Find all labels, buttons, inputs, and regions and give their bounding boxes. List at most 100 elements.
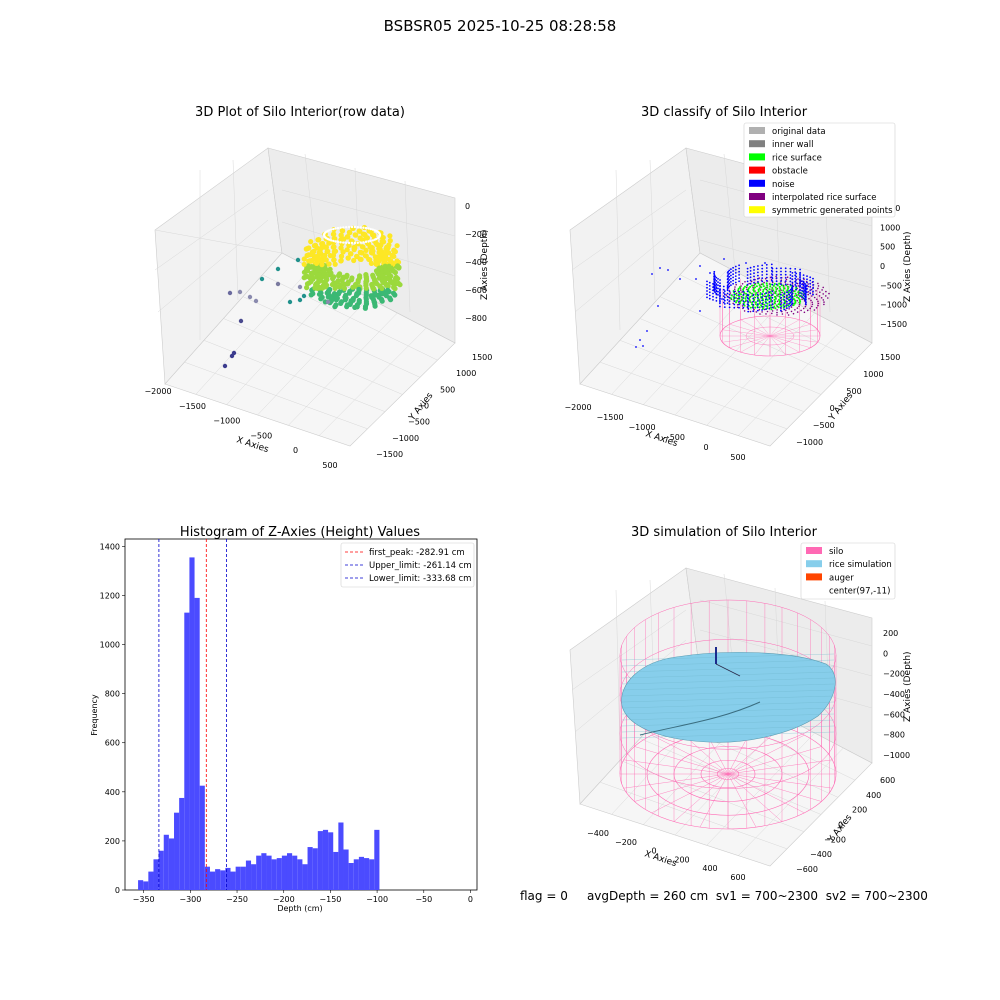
noise-point <box>794 284 797 286</box>
raw-point <box>353 241 357 245</box>
noise-point <box>699 265 701 267</box>
tick-label: 200 <box>852 806 867 815</box>
silo-wall <box>740 319 771 337</box>
status-line: flag = 0 avgDepth = 260 cm sv1 = 700~230… <box>520 889 928 903</box>
histogram-bar <box>153 859 159 890</box>
histogram-bar <box>286 853 293 890</box>
noise-point <box>799 271 801 274</box>
noise-point <box>727 270 730 273</box>
y-tick-label: 1200 <box>100 591 120 600</box>
grid-line <box>659 296 839 378</box>
noise-point <box>738 303 740 306</box>
noise-point <box>765 267 768 269</box>
tick-label: 0 <box>830 404 835 413</box>
noise-point <box>726 289 729 292</box>
noise-point <box>799 291 801 294</box>
noise-point <box>746 293 749 296</box>
raw-point <box>352 304 358 310</box>
histogram-bar <box>358 856 365 890</box>
noise-point <box>659 267 661 269</box>
silo-floor-spoke <box>634 773 729 802</box>
rice-surface-point <box>770 308 773 311</box>
rice-surface-point <box>758 284 761 287</box>
tick-label: 500 <box>322 461 337 470</box>
raw-point <box>373 238 376 241</box>
histogram-bar <box>148 871 154 890</box>
raw-point <box>336 226 340 230</box>
raw-point <box>347 288 353 294</box>
noise-point <box>738 274 740 276</box>
interp-point <box>773 292 775 294</box>
noise-point <box>738 280 740 283</box>
interp-point <box>802 307 805 310</box>
raw-point <box>391 284 397 290</box>
noise-point <box>749 270 752 272</box>
tick-label: −2000 <box>564 403 591 412</box>
legend-swatch <box>749 206 765 214</box>
noise-point <box>749 279 752 282</box>
raw-point <box>247 294 253 300</box>
noise-point <box>726 295 729 298</box>
noise-point <box>775 280 778 283</box>
noise-point <box>722 292 725 294</box>
rice-surface-point <box>793 290 796 293</box>
noise-point <box>790 300 793 302</box>
simulation-3d-zlabel: Z Axies (Depth) <box>903 651 913 722</box>
noise-point <box>799 282 801 285</box>
noise-point <box>728 303 731 306</box>
raw-point <box>347 241 351 245</box>
rice-surface-point <box>758 302 761 305</box>
rice-surface-point <box>799 300 802 303</box>
interp-point <box>807 291 810 293</box>
noise-point <box>712 299 714 301</box>
noise-point <box>795 275 798 278</box>
noise-point <box>789 274 792 276</box>
raw-point <box>287 299 293 305</box>
noise-point <box>738 264 740 267</box>
noise-point <box>799 295 801 297</box>
raw-point <box>338 253 345 259</box>
raw-point <box>301 293 307 299</box>
noise-point <box>770 276 773 279</box>
rice-surface-point <box>782 306 785 309</box>
y-tick-label: 200 <box>105 837 120 846</box>
raw-point <box>332 248 339 254</box>
silo-floor-spoke <box>727 759 833 775</box>
rice-surface-point <box>787 304 790 307</box>
raw-point <box>385 270 391 276</box>
raw-point <box>367 240 370 243</box>
noise-point <box>802 283 805 286</box>
noise-point <box>794 277 797 280</box>
legend-frame <box>743 122 896 218</box>
noise-point <box>765 295 767 298</box>
rice-surface-point <box>765 297 768 300</box>
rice-surface-point <box>744 285 746 288</box>
noise-point <box>770 263 773 266</box>
interp-point <box>801 298 803 301</box>
raw-point <box>345 279 351 285</box>
noise-point <box>734 268 737 271</box>
rice-surface-point <box>793 302 796 305</box>
raw-point <box>363 285 369 291</box>
noise-point <box>789 270 792 273</box>
raw-point <box>331 291 338 297</box>
noise-point <box>717 287 719 290</box>
silo-floor-spoke <box>623 759 729 775</box>
raw-point <box>362 226 365 229</box>
interp-point <box>812 292 814 294</box>
histogram-bar <box>266 855 272 890</box>
rice-surface-point <box>755 301 757 304</box>
rice-surface-point <box>787 287 790 290</box>
noise-point <box>715 292 718 295</box>
noise-point <box>757 281 759 283</box>
histogram-bar <box>271 859 277 890</box>
tick-label: 0 <box>651 847 656 856</box>
interp-point <box>790 310 793 313</box>
silo-floor-spoke <box>651 734 729 775</box>
grid-line <box>619 340 805 412</box>
noise-point <box>794 271 797 273</box>
noise-point <box>805 301 807 304</box>
interp-point <box>791 283 794 285</box>
rice-surface-point <box>772 284 775 287</box>
rice-surface-point <box>754 286 756 289</box>
